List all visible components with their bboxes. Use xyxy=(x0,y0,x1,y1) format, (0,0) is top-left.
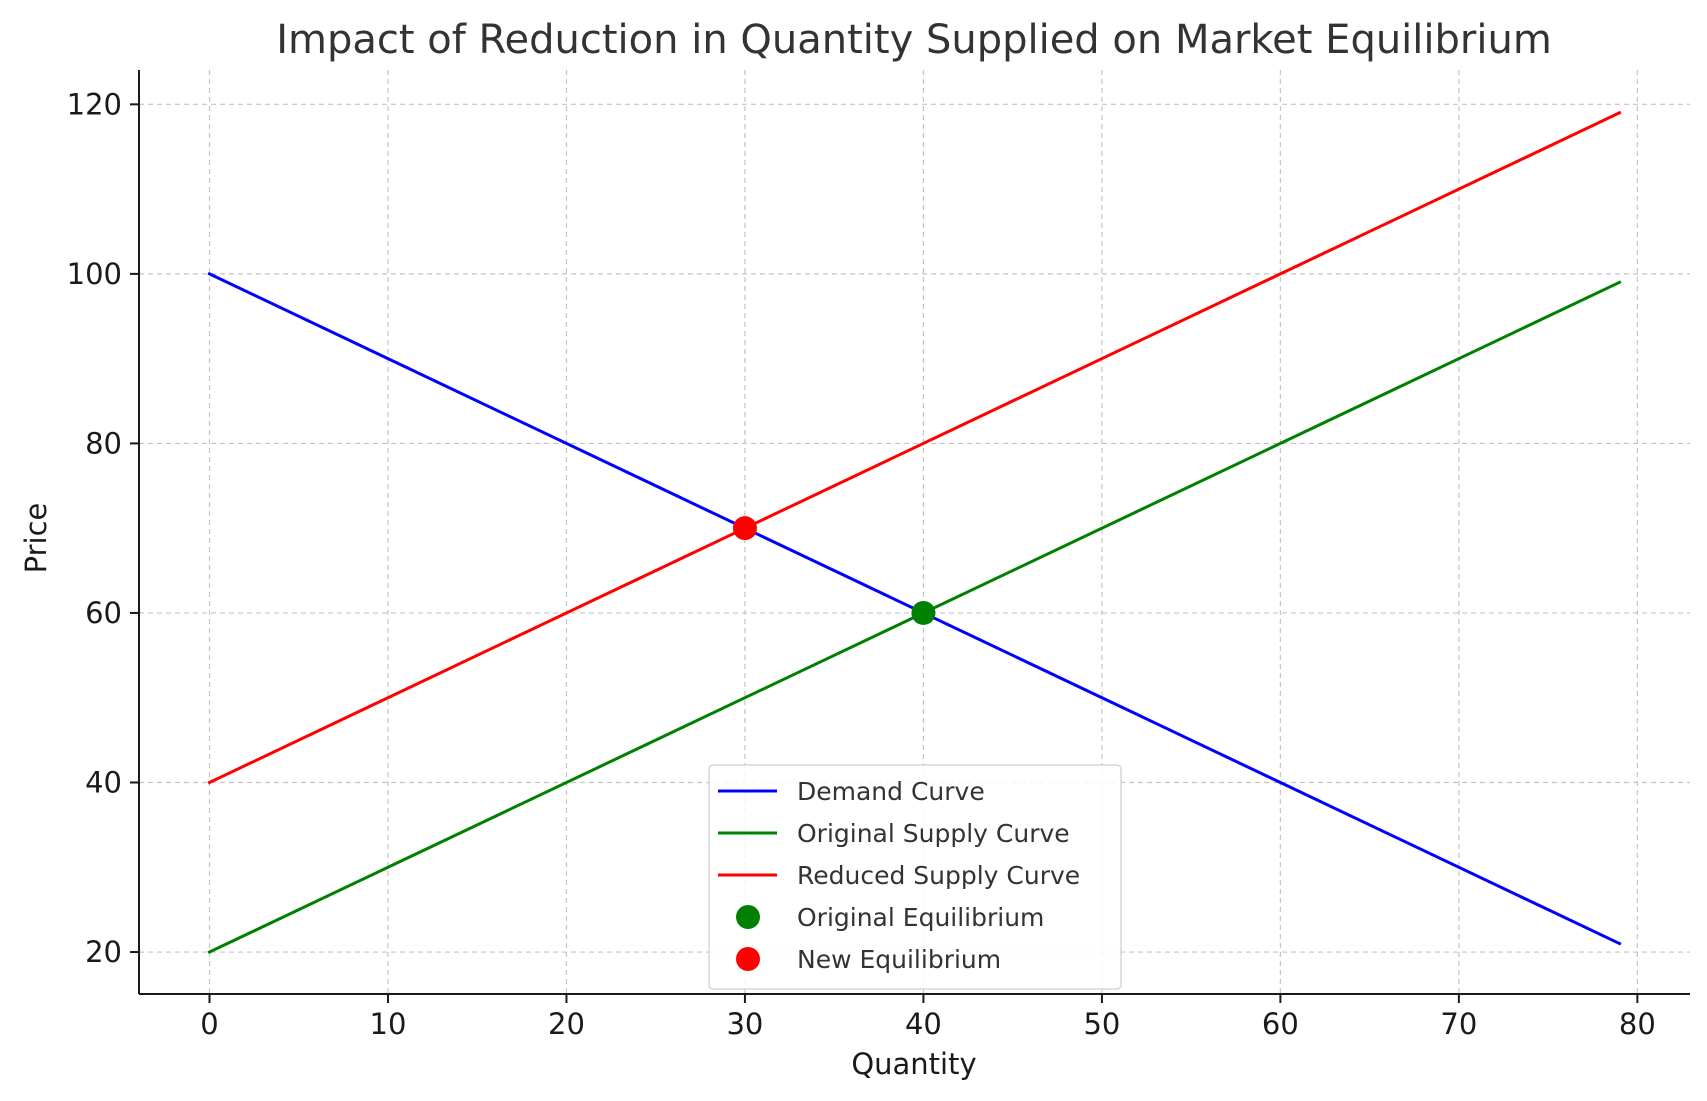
x-tick-label: 0 xyxy=(200,1007,218,1041)
x-tick-label: 10 xyxy=(370,1007,407,1041)
points-layer xyxy=(732,516,936,625)
x-tick-label: 40 xyxy=(905,1007,942,1041)
x-axis-label: Quantity xyxy=(851,1047,976,1081)
y-ticks: 20 40 60 80 100 120 xyxy=(67,87,139,969)
legend: Demand Curve Original Supply Curve Reduced… xyxy=(708,764,1122,990)
x-tick-label: 60 xyxy=(1262,1007,1299,1041)
y-axis-label: Price xyxy=(19,503,53,574)
y-tick-label: 100 xyxy=(67,257,122,291)
legend-label: Reduced Supply Curve xyxy=(797,861,1080,890)
legend-box xyxy=(708,764,1122,990)
x-ticks: 0 10 20 30 40 50 60 70 80 xyxy=(200,994,1656,1041)
equilibrium-point-2 xyxy=(732,516,757,541)
equilibrium-point-1 xyxy=(911,600,936,625)
legend-label: Original Supply Curve xyxy=(797,819,1070,848)
x-tick-label: 20 xyxy=(548,1007,585,1041)
legend-label: Demand Curve xyxy=(797,777,985,806)
legend-label: New Equilibrium xyxy=(797,945,1001,974)
y-tick-label: 120 xyxy=(67,87,122,121)
y-tick-label: 60 xyxy=(85,596,122,630)
series-line-3 xyxy=(207,110,1622,785)
x-tick-label: 80 xyxy=(1619,1007,1656,1041)
x-tick-label: 50 xyxy=(1083,1007,1120,1041)
axes xyxy=(138,70,1690,995)
legend-swatch-marker xyxy=(736,947,760,971)
legend-label: Original Equilibrium xyxy=(797,903,1044,932)
x-tick-label: 70 xyxy=(1440,1007,1477,1041)
y-tick-label: 80 xyxy=(85,426,122,460)
x-tick-label: 30 xyxy=(726,1007,763,1041)
legend-swatch-marker xyxy=(736,905,760,929)
y-tick-label: 40 xyxy=(85,765,122,799)
y-tick-label: 20 xyxy=(85,935,122,969)
chart-title: Impact of Reduction in Quantity Supplied… xyxy=(276,17,1552,63)
